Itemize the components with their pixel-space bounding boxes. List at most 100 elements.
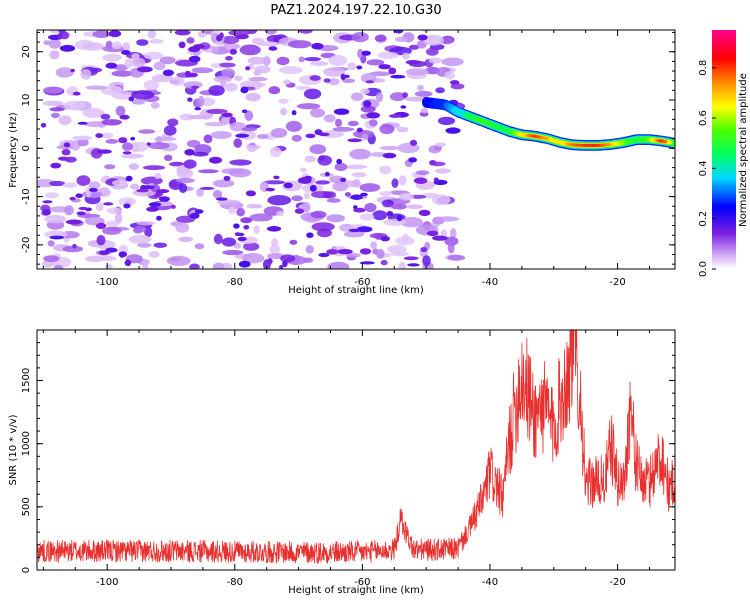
noise-core	[69, 196, 76, 201]
noise-blob	[332, 126, 355, 132]
noise-blob	[379, 165, 392, 175]
noise-blob	[131, 53, 140, 60]
noise-blob	[343, 231, 365, 238]
noise-blob	[97, 255, 117, 261]
noise-core	[418, 209, 431, 217]
noise-blob	[435, 168, 451, 174]
noise-blob	[328, 78, 340, 86]
noise-blob	[222, 249, 244, 256]
noise-blob	[417, 84, 424, 91]
bottom-y-ticks: 0 500 1000 1500	[21, 329, 675, 573]
noise-blob	[82, 42, 105, 51]
noise-blob	[374, 34, 387, 43]
noise-core	[361, 50, 371, 56]
noise-blob	[233, 242, 242, 249]
noise-blob	[55, 67, 74, 78]
noise-blob	[105, 139, 119, 144]
noise-blob	[327, 261, 350, 269]
noise-blob	[95, 202, 104, 211]
noise-blob	[289, 239, 298, 245]
noise-blob	[192, 151, 209, 157]
noise-blob	[303, 88, 322, 100]
noise-blob	[115, 105, 126, 117]
noise-blob	[310, 61, 329, 66]
noise-core	[122, 151, 132, 155]
noise-blob	[349, 148, 371, 160]
snr-panel: -100 -80 -60 -40 -20 0 500 1000 1500 Height of …	[8, 329, 676, 596]
noise-blob	[416, 170, 430, 176]
noise-core	[243, 225, 250, 230]
noise-blob	[375, 92, 384, 103]
noise-blob	[253, 225, 260, 234]
noise-core	[409, 139, 418, 146]
noise-blob	[323, 67, 346, 77]
noise-core	[340, 177, 347, 182]
noise-core	[305, 133, 316, 139]
noise-blob	[425, 47, 439, 56]
noise-blob	[441, 57, 464, 67]
noise-blob	[391, 203, 408, 210]
noise-blob	[242, 253, 265, 264]
noise-blob	[179, 113, 195, 121]
noise-core	[146, 206, 159, 212]
noise-blob	[101, 119, 122, 126]
noise-blob	[143, 51, 164, 60]
noise-core	[95, 222, 107, 229]
y-tick-label: 0	[21, 145, 32, 151]
noise-core	[95, 133, 104, 139]
noise-blob	[204, 122, 227, 127]
noise-blob	[194, 243, 205, 250]
noise-core	[347, 138, 363, 143]
noise-blob	[264, 30, 277, 35]
noise-blob	[447, 242, 455, 254]
noise-blob	[347, 120, 359, 127]
noise-core	[223, 175, 231, 181]
top-x-axis-label: Height of straight line (km)	[288, 285, 424, 296]
noise-blob	[101, 132, 114, 139]
noise-blob	[383, 218, 407, 226]
noise-blob	[400, 217, 424, 228]
noise-core	[72, 244, 77, 249]
noise-blob	[352, 179, 361, 188]
noise-core	[402, 92, 408, 98]
colorbar-tick-label: 0.8	[698, 60, 709, 76]
y-tick-label: 10	[21, 94, 32, 107]
colorbar-tick-label: 0.4	[698, 160, 709, 176]
noise-blob	[328, 55, 348, 66]
snr-series-line	[37, 330, 675, 565]
noise-blob	[63, 100, 86, 111]
noise-blob	[271, 238, 278, 247]
noise-blob	[43, 40, 51, 46]
noise-blob	[58, 30, 66, 34]
y-tick-label: 1500	[21, 368, 32, 393]
noise-blob	[269, 146, 282, 158]
noise-blob	[300, 167, 307, 173]
noise-blob	[247, 56, 267, 65]
noise-blob	[254, 65, 271, 74]
noise-blob	[212, 262, 225, 269]
top-y-axis-label: Frequency (Hz)	[8, 112, 19, 188]
noise-core	[323, 191, 332, 199]
noise-blob	[53, 264, 64, 269]
noise-core	[279, 264, 284, 269]
noise-core	[235, 34, 249, 40]
noise-blob	[279, 66, 303, 75]
noise-blob	[326, 214, 345, 223]
noise-blob	[164, 154, 173, 161]
noise-blob	[121, 153, 144, 159]
noise-core	[194, 209, 204, 214]
noise-blob	[303, 192, 310, 200]
noise-blob	[267, 195, 292, 206]
noise-blob	[49, 107, 65, 112]
noise-blob	[212, 179, 235, 188]
noise-blob	[198, 169, 219, 174]
noise-core	[432, 235, 448, 241]
noise-core	[389, 114, 402, 118]
noise-core	[170, 181, 178, 188]
noise-blob	[291, 195, 304, 202]
noise-blob	[92, 30, 111, 38]
noise-blob	[335, 118, 342, 128]
noise-blob	[344, 192, 351, 197]
noise-core	[360, 192, 368, 197]
noise-core	[405, 60, 421, 65]
